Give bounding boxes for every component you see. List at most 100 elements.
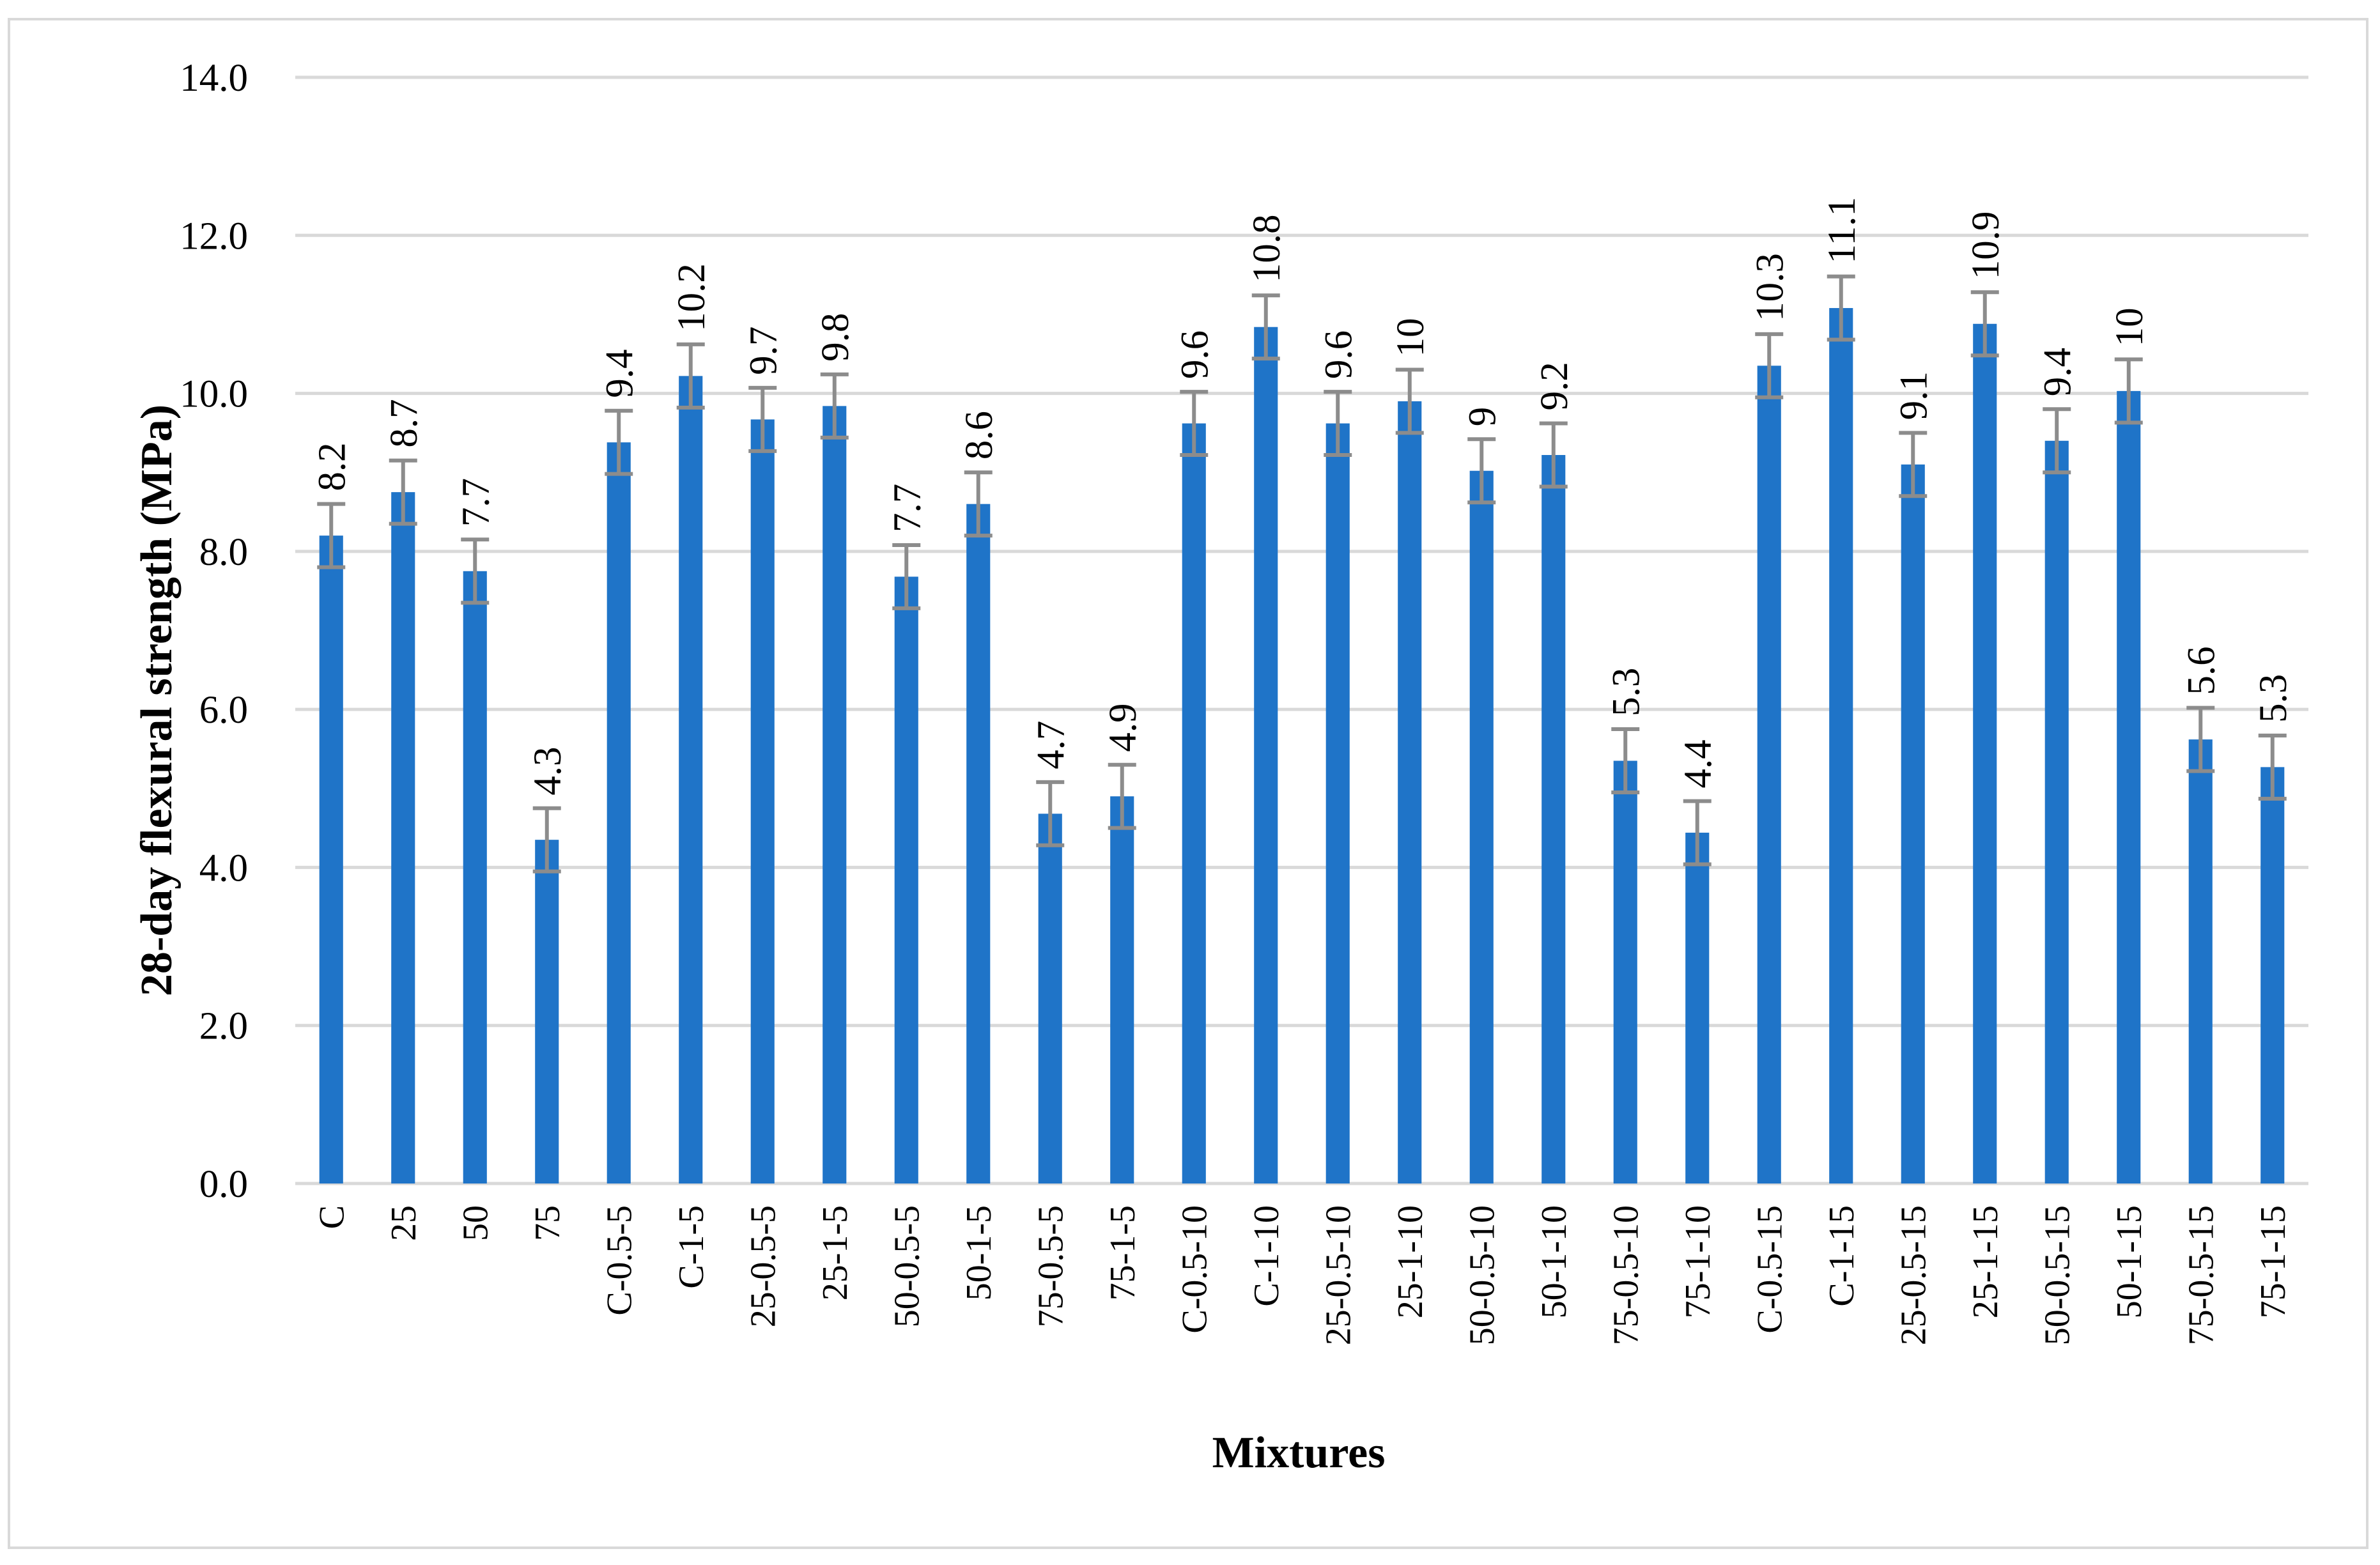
y-tick-label: 14.0 [180,57,248,100]
bar [1685,833,1710,1183]
bar [1110,796,1134,1183]
y-tick-label: 0.0 [199,1163,248,1206]
bar [1613,760,1637,1183]
x-category-label: 50-0.5-15 [2037,1205,2077,1345]
gridlines [295,75,2308,1185]
x-category-label: 50-1-5 [959,1205,999,1300]
bar [1829,308,1853,1184]
x-category-label: 25-1-5 [815,1205,855,1300]
y-tick-label: 10.0 [180,373,248,416]
x-category-label: C-0.5-10 [1175,1205,1214,1334]
bar [894,576,918,1183]
x-category-label: 25-0.5-10 [1318,1205,1358,1345]
data-label: 11.1 [1821,197,1864,264]
data-label: 9.6 [1317,330,1360,379]
bar [607,442,631,1183]
data-label: 9.8 [814,313,857,362]
bar [2260,767,2285,1183]
data-labels: 8.2 8.7 7.7 4.3 9.4 10.2 9.7 9.8 7.7 8.6 4.7 4.9 9.6… [311,197,2295,796]
error-bars [317,274,2287,874]
y-tick-label: 12.0 [180,215,248,258]
bar [1182,423,1206,1184]
bar [2117,390,2141,1184]
bar [2188,739,2213,1183]
x-category-label: 50-1-10 [1534,1205,1574,1318]
data-label: 5.3 [1605,668,1648,716]
y-tick-label: 4.0 [199,847,248,890]
bar [463,571,487,1183]
y-tick-label: 8.0 [199,531,248,574]
x-category-label: 25-0.5-15 [1894,1205,1933,1345]
bar [1038,813,1062,1183]
x-category-label: C [312,1205,352,1229]
data-label: 10.9 [1965,212,2007,280]
x-category-label: 50-1-15 [2110,1205,2149,1318]
y-axis-ticks: 0.0 2.0 4.0 6.0 8.0 10.0 12.0 14.0 [180,57,248,1206]
bar [535,840,559,1183]
data-label: 4.7 [1030,721,1072,769]
bar [966,504,991,1184]
data-label: 10.8 [1246,215,1288,283]
x-category-label: 50 [456,1205,495,1241]
data-label: 4.9 [1102,703,1145,752]
data-label: 9.2 [1533,362,1576,410]
x-category-label: 25-1-15 [1966,1205,2005,1318]
bar [1398,401,1422,1183]
x-category-label: C-0.5-15 [1750,1205,1789,1334]
data-label: 10 [2108,307,2151,346]
bar [750,419,775,1184]
data-label: 5.6 [2180,646,2223,695]
data-label: 4.3 [527,746,569,795]
x-category-label: C-1-10 [1247,1205,1287,1307]
data-label: 9 [1461,407,1504,427]
x-category-label: C-0.5-5 [599,1205,639,1316]
x-category-label: 50-0.5-5 [887,1205,927,1327]
x-category-label: C-1-5 [672,1205,711,1289]
data-label: 8.6 [958,411,1001,459]
data-label: 9.4 [598,350,641,398]
x-category-label: 25-0.5-5 [743,1205,783,1327]
x-category-label: C-1-15 [1822,1205,1862,1307]
bar [1254,327,1278,1183]
bar [1325,423,1350,1184]
x-axis-categories: C 25 50 75 C-0.5-5 C-1-5 25-0.5-5 25-1-5 50-0.5-… [312,1205,2293,1345]
bar [1973,323,1997,1183]
x-category-label: 50-0.5-10 [1462,1205,1502,1345]
bar [319,536,343,1183]
data-label: 9.4 [2036,348,2079,396]
bar [1542,455,1566,1183]
x-category-label: 25-1-10 [1391,1205,1430,1318]
bar [1901,464,1925,1183]
data-label: 8.2 [311,442,353,491]
x-category-label: 25 [384,1205,424,1241]
bar [1757,366,1781,1184]
bar [1469,470,1494,1183]
data-label: 7.7 [886,484,929,532]
x-category-label: 75-0.5-15 [2181,1205,2221,1345]
data-label: 10 [1389,318,1432,357]
data-label: 8.7 [383,399,426,447]
data-label: 9.7 [742,327,785,375]
bar [823,406,847,1184]
data-label: 9.6 [1173,330,1216,379]
bar [2044,440,2069,1184]
data-label: 4.4 [1677,739,1720,788]
x-category-label: 75-1-5 [1103,1205,1143,1300]
y-tick-label: 2.0 [199,1005,248,1048]
y-tick-label: 6.0 [199,689,248,732]
bar [391,492,415,1183]
bar [679,376,703,1183]
x-category-label: 75-0.5-10 [1606,1205,1646,1345]
data-label: 5.3 [2252,674,2295,723]
data-label: 10.2 [670,263,713,332]
x-axis-title: Mixtures [1212,1428,1386,1477]
bars [319,308,2285,1184]
x-category-label: 75-0.5-5 [1031,1205,1070,1327]
data-label: 9.1 [1892,371,1935,420]
data-label: 10.3 [1749,253,1791,321]
y-axis-title: 28-day flexural strength (MPa) [132,405,182,996]
data-label: 7.7 [454,478,497,527]
x-category-label: 75-1-15 [2253,1205,2293,1318]
